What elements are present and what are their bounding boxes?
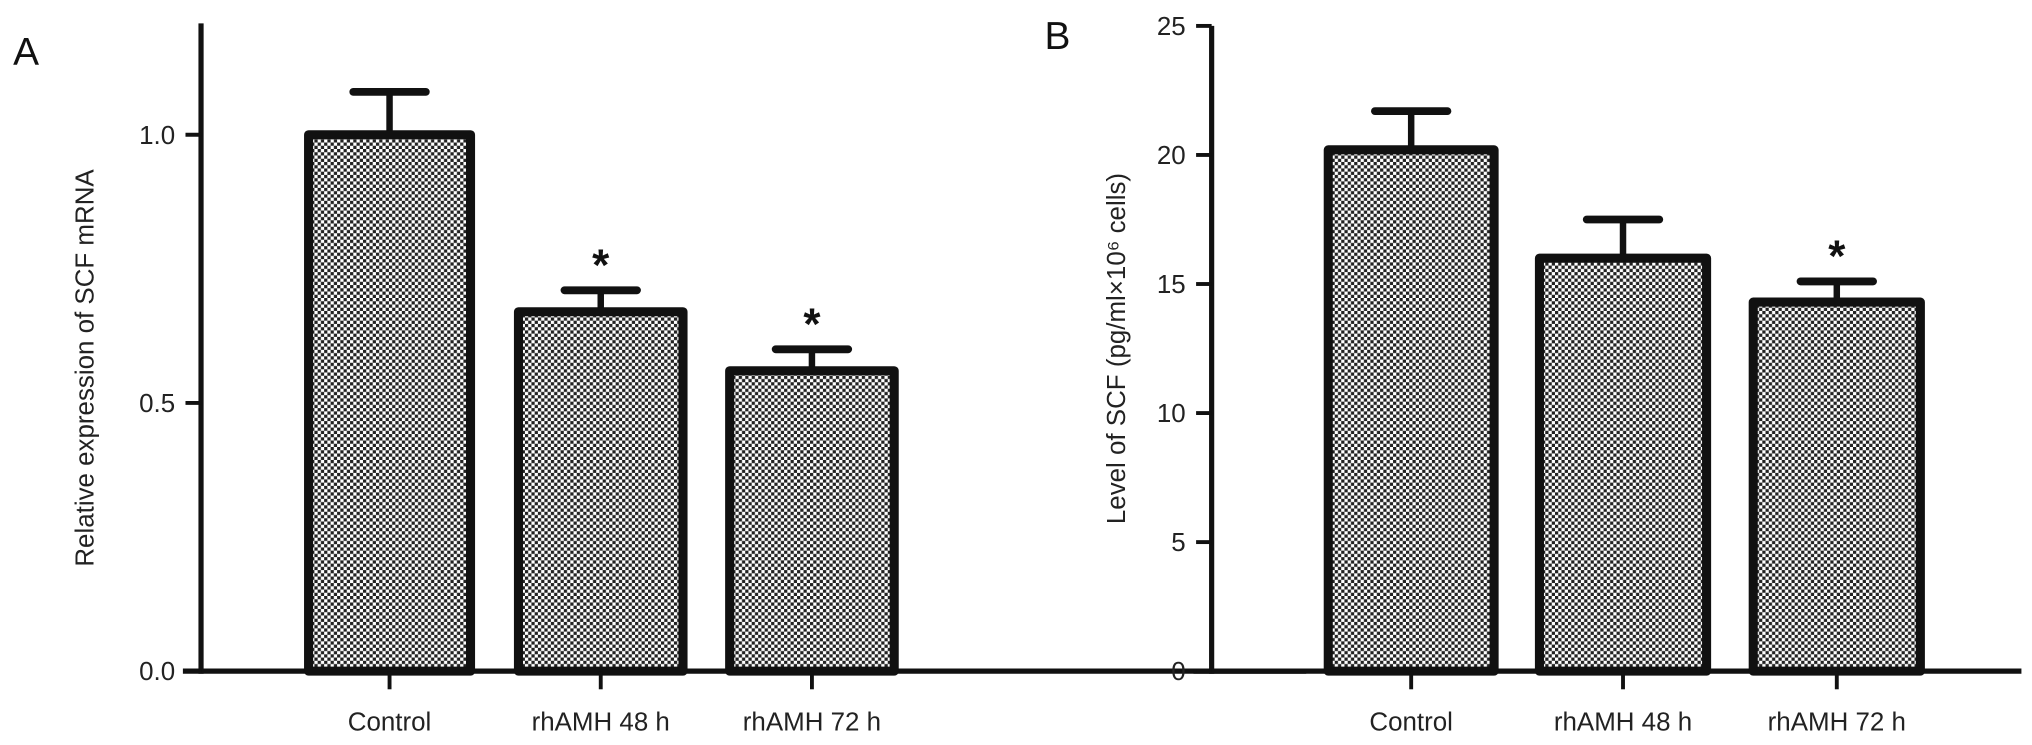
panel-a: A 0.0 0.5 1.0 Relative expression of SCF mRN… — [13, 23, 1307, 737]
x-tick-label: rhAMH 48 h — [1554, 709, 1692, 737]
y-tick-label: 1.0 — [139, 122, 175, 150]
bar-rhamh-48-h — [513, 307, 688, 676]
y-tick-label: 25 — [1157, 13, 1186, 41]
significance-marker: * — [803, 300, 821, 349]
y-tick-label: 5 — [1171, 529, 1185, 557]
x-tick-label: Control — [1369, 709, 1453, 737]
panel-label: A — [13, 31, 39, 74]
x-tick-label: rhAMH 48 h — [532, 709, 670, 737]
y-axis-label: Relative expression of SCF mRNA — [71, 169, 99, 567]
significance-marker: * — [1828, 232, 1846, 281]
x-tick-label: rhAMH 72 h — [743, 709, 881, 737]
y-tick-label: 20 — [1157, 142, 1186, 170]
y-tick-label: 0.5 — [139, 390, 175, 418]
x-tick-label: rhAMH 72 h — [1768, 709, 1906, 737]
significance-marker: * — [592, 241, 610, 290]
y-axis-label: Level of SCF (pg/ml×10⁶ cells) — [1103, 173, 1131, 524]
x-tick-label: Control — [348, 709, 432, 737]
y-tick-label: 10 — [1157, 400, 1186, 428]
bar-control — [304, 130, 476, 676]
y-tick-label: 0.0 — [139, 658, 175, 686]
panel-label: B — [1045, 15, 1071, 58]
bar-rhamh-48-h — [1534, 253, 1712, 676]
bar-rhamh-72-h — [1748, 297, 1925, 676]
y-tick-label: 15 — [1157, 271, 1186, 299]
bar-control — [1323, 145, 1499, 676]
panel-b: B 0 5 10 15 20 25 Level of SCF (pg/ml×10⁶ cells… — [1045, 13, 2022, 737]
y-tick-label: 0 — [1171, 658, 1185, 686]
bar-rhamh-72-h — [725, 366, 899, 676]
